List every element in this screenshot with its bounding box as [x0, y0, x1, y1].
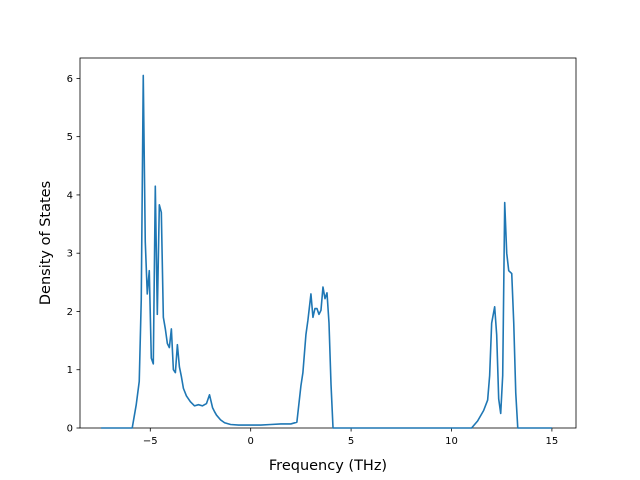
dos-series-line [101, 74, 552, 429]
series-group [101, 74, 552, 429]
x-tick-label: 5 [348, 436, 354, 447]
y-tick-label: 4 [67, 190, 73, 201]
y-tick-label: 2 [67, 307, 73, 318]
y-tick-label: 5 [67, 132, 73, 143]
y-tick-label: 1 [67, 365, 73, 376]
y-axis-ticks: 0 1 2 3 4 5 6 [67, 74, 80, 435]
y-tick-label: 6 [67, 74, 73, 85]
y-tick-label: 0 [67, 424, 73, 435]
x-tick-label: −5 [143, 436, 158, 447]
y-tick-label: 3 [67, 249, 73, 260]
x-tick-label: 10 [445, 436, 458, 447]
x-tick-label: 15 [546, 436, 559, 447]
x-tick-label: 0 [248, 436, 254, 447]
y-axis-label: Density of States [38, 181, 54, 305]
plot-area-frame [79, 57, 577, 429]
x-axis-label: Frequency (THz) [269, 458, 387, 474]
